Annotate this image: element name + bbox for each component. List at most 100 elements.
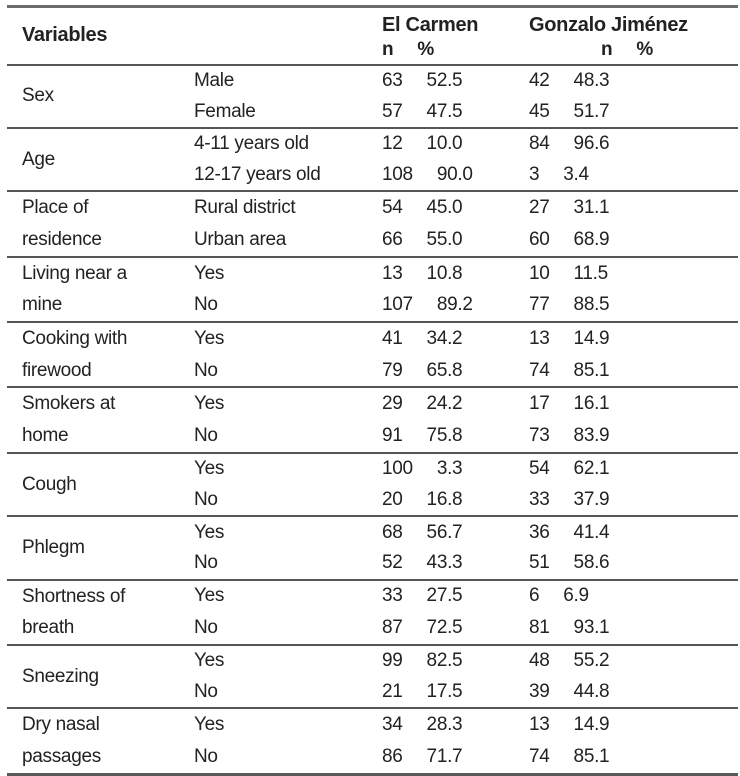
variable-label: Phlegm <box>7 515 194 580</box>
table-row: Sex Male 63 52.5 42 48.3 <box>7 63 738 128</box>
gonzalo-jimenez-values: 36 41.4 <box>529 515 738 548</box>
table-row: No 20 16.8 33 37.9 <box>7 485 738 517</box>
category-cell: No <box>194 746 218 768</box>
variable-label: Age <box>7 126 194 192</box>
el-carmen-values: 79 65.8 <box>382 355 529 388</box>
percent-header-label: % <box>636 39 653 61</box>
n-value: 54 <box>382 197 403 219</box>
n-value: 107 <box>382 294 413 316</box>
percent-value: 55.2 <box>573 650 610 672</box>
table-row: No 21 17.5 39 44.8 <box>7 677 738 709</box>
percent-value: 56.7 <box>426 521 463 543</box>
variables-column-header: Variables <box>7 6 382 66</box>
el-carmen-values: 66 55.0 <box>382 224 529 257</box>
category-cell: Female <box>194 100 256 122</box>
category-cell: No <box>194 617 218 639</box>
n-value: 39 <box>529 681 550 703</box>
percent-value: 45.0 <box>426 197 463 219</box>
percent-value: 82.5 <box>426 650 463 672</box>
n-value: 6 <box>529 585 540 607</box>
table-row: No 107 89.2 77 88.5 <box>7 289 738 322</box>
n-value: 13 <box>529 327 550 349</box>
gonzalo-jimenez-values: 13 14.9 <box>529 321 738 355</box>
n-value: 100 <box>382 458 413 480</box>
percent-value: 48.3 <box>573 69 610 91</box>
n-value: 66 <box>382 228 403 250</box>
el-carmen-values: 91 75.8 <box>382 420 529 453</box>
category-cell: Yes <box>194 515 382 548</box>
table-row: Phlegm Yes 68 56.7 36 41.4 <box>7 515 738 580</box>
category-cell: Yes <box>194 255 382 290</box>
category-cell: Yes <box>194 451 382 485</box>
table-row: Shortness of breath Yes 33 27.5 6 6.9 <box>7 578 738 646</box>
variable-label: Sex <box>7 63 194 128</box>
percent-value: 27.5 <box>426 585 463 607</box>
percent-value: 16.1 <box>573 393 610 415</box>
n-value: 108 <box>382 163 413 185</box>
percent-value: 11.5 <box>573 262 609 284</box>
percent-value: 14.9 <box>573 327 610 349</box>
n-value: 52 <box>382 552 403 574</box>
percent-value: 85.1 <box>573 359 610 381</box>
percent-value: 58.6 <box>573 552 610 574</box>
percent-value: 88.5 <box>573 294 610 316</box>
el-carmen-values: 33 27.5 <box>382 578 529 613</box>
percent-value: 52.5 <box>426 69 463 91</box>
percent-value: 43.3 <box>426 552 463 574</box>
el-carmen-values: 54 45.0 <box>382 190 529 224</box>
n-value: 12 <box>382 133 403 155</box>
n-value: 13 <box>529 714 550 736</box>
percent-value: 17.5 <box>426 681 463 703</box>
gonzalo-jimenez-values: 74 85.1 <box>529 741 738 774</box>
n-value: 42 <box>529 69 550 91</box>
category-cell: Male <box>194 63 382 97</box>
el-carmen-values: 108 90.0 <box>382 160 529 192</box>
n-value: 99 <box>382 650 403 672</box>
variable-label: Shortness of breath <box>7 578 194 646</box>
percent-value: 72.5 <box>426 617 463 639</box>
n-value: 84 <box>529 133 550 155</box>
percent-value: 3.3 <box>436 458 463 480</box>
gonzalo-jimenez-values: 60 68.9 <box>529 224 738 257</box>
category-cell: 4-11 years old <box>194 126 382 160</box>
category-cell: No <box>194 488 218 510</box>
table-row: 12-17 years old 108 90.0 3 3.4 <box>7 160 738 192</box>
n-value: 45 <box>529 100 550 122</box>
variables-comparison-table: Variables El Carmen n% Gonzalo Jiménez n… <box>7 5 738 776</box>
n-value: 57 <box>382 100 403 122</box>
category-cell: Yes <box>194 386 382 421</box>
el-carmen-values: 13 10.8 <box>382 255 529 290</box>
percent-value: 10.8 <box>426 262 463 284</box>
el-carmen-values: 34 28.3 <box>382 707 529 742</box>
table-row: Cough Yes 100 3.3 54 62.1 <box>7 451 738 517</box>
n-value: 73 <box>529 425 550 447</box>
percent-value: 16.8 <box>426 488 463 510</box>
gonzalo-jimenez-values: 33 37.9 <box>529 485 738 517</box>
table-row: Age 4-11 years old 12 10.0 84 96.6 <box>7 126 738 192</box>
el-carmen-values: 100 3.3 <box>382 451 529 485</box>
gonzalo-jimenez-values: 48 55.2 <box>529 644 738 677</box>
n-value: 51 <box>529 552 550 574</box>
table-row: Place of residence Rural district 54 45.0… <box>7 190 738 257</box>
category-cell: No <box>194 359 218 381</box>
gonzalo-jimenez-group-label: Gonzalo Jiménez <box>529 14 688 37</box>
gonzalo-jimenez-n-pct-labels: n% <box>601 37 738 63</box>
category-cell: Rural district <box>194 190 382 224</box>
category-cell: No <box>194 681 218 703</box>
n-value: 29 <box>382 393 403 415</box>
percent-value: 51.7 <box>573 100 610 122</box>
variable-label: Cough <box>7 451 194 517</box>
table-row: Living near a mine Yes 13 10.8 10 11.5 <box>7 255 738 323</box>
table-row: Sneezing Yes 99 82.5 48 55.2 <box>7 644 738 709</box>
percent-value: 89.2 <box>436 294 473 316</box>
gonzalo-jimenez-values: 74 85.1 <box>529 355 738 388</box>
n-value: 27 <box>529 197 550 219</box>
n-value: 33 <box>529 488 550 510</box>
percent-value: 62.1 <box>573 458 610 480</box>
n-value: 60 <box>529 228 550 250</box>
n-value: 63 <box>382 69 403 91</box>
percent-value: 93.1 <box>573 617 610 639</box>
n-header-label: n <box>601 39 613 61</box>
n-value: 34 <box>382 714 403 736</box>
n-header-label: n <box>382 39 394 61</box>
